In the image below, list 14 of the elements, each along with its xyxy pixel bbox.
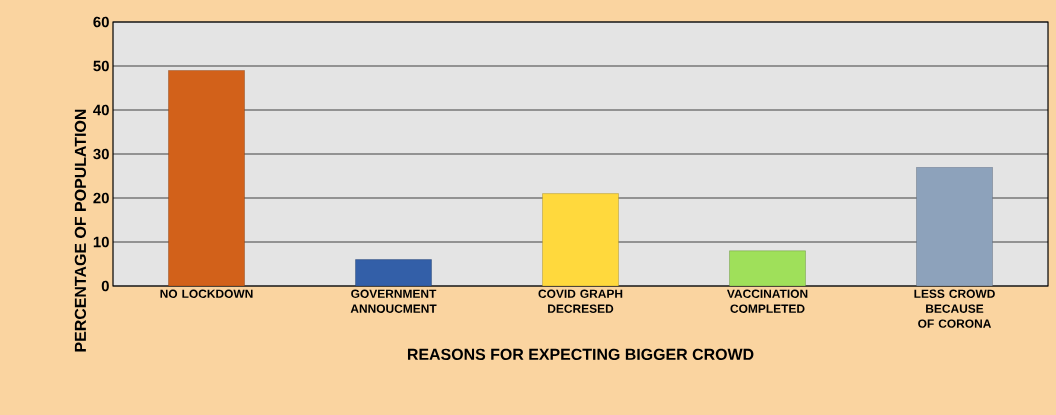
y-tick-label: 0 — [101, 280, 109, 292]
y-tick-label: 30 — [93, 148, 109, 160]
y-tick-label: 40 — [93, 104, 109, 116]
x-tick-label: COVID GRAPH DECRESED — [538, 289, 623, 313]
x-axis-title: REASONS FOR EXPECTING BIGGER CROWD — [407, 348, 754, 360]
x-tick-label: LESS CROWD BECAUSE OF CORONA — [914, 289, 995, 328]
x-tick-label: VACCINATION COMPLETED — [726, 289, 808, 313]
y-tick-label: 20 — [93, 192, 109, 204]
y-tick-label: 60 — [93, 16, 109, 28]
x-tick-label: NO LOCKDOWN — [160, 289, 253, 298]
x-tick-label: GOVERNMENT ANNOUCMENT — [350, 289, 437, 313]
y-tick-label: 10 — [93, 236, 109, 248]
y-axis-title: PERCENTAGE OF POPULATION — [74, 109, 87, 352]
y-tick-label: 50 — [93, 60, 109, 72]
